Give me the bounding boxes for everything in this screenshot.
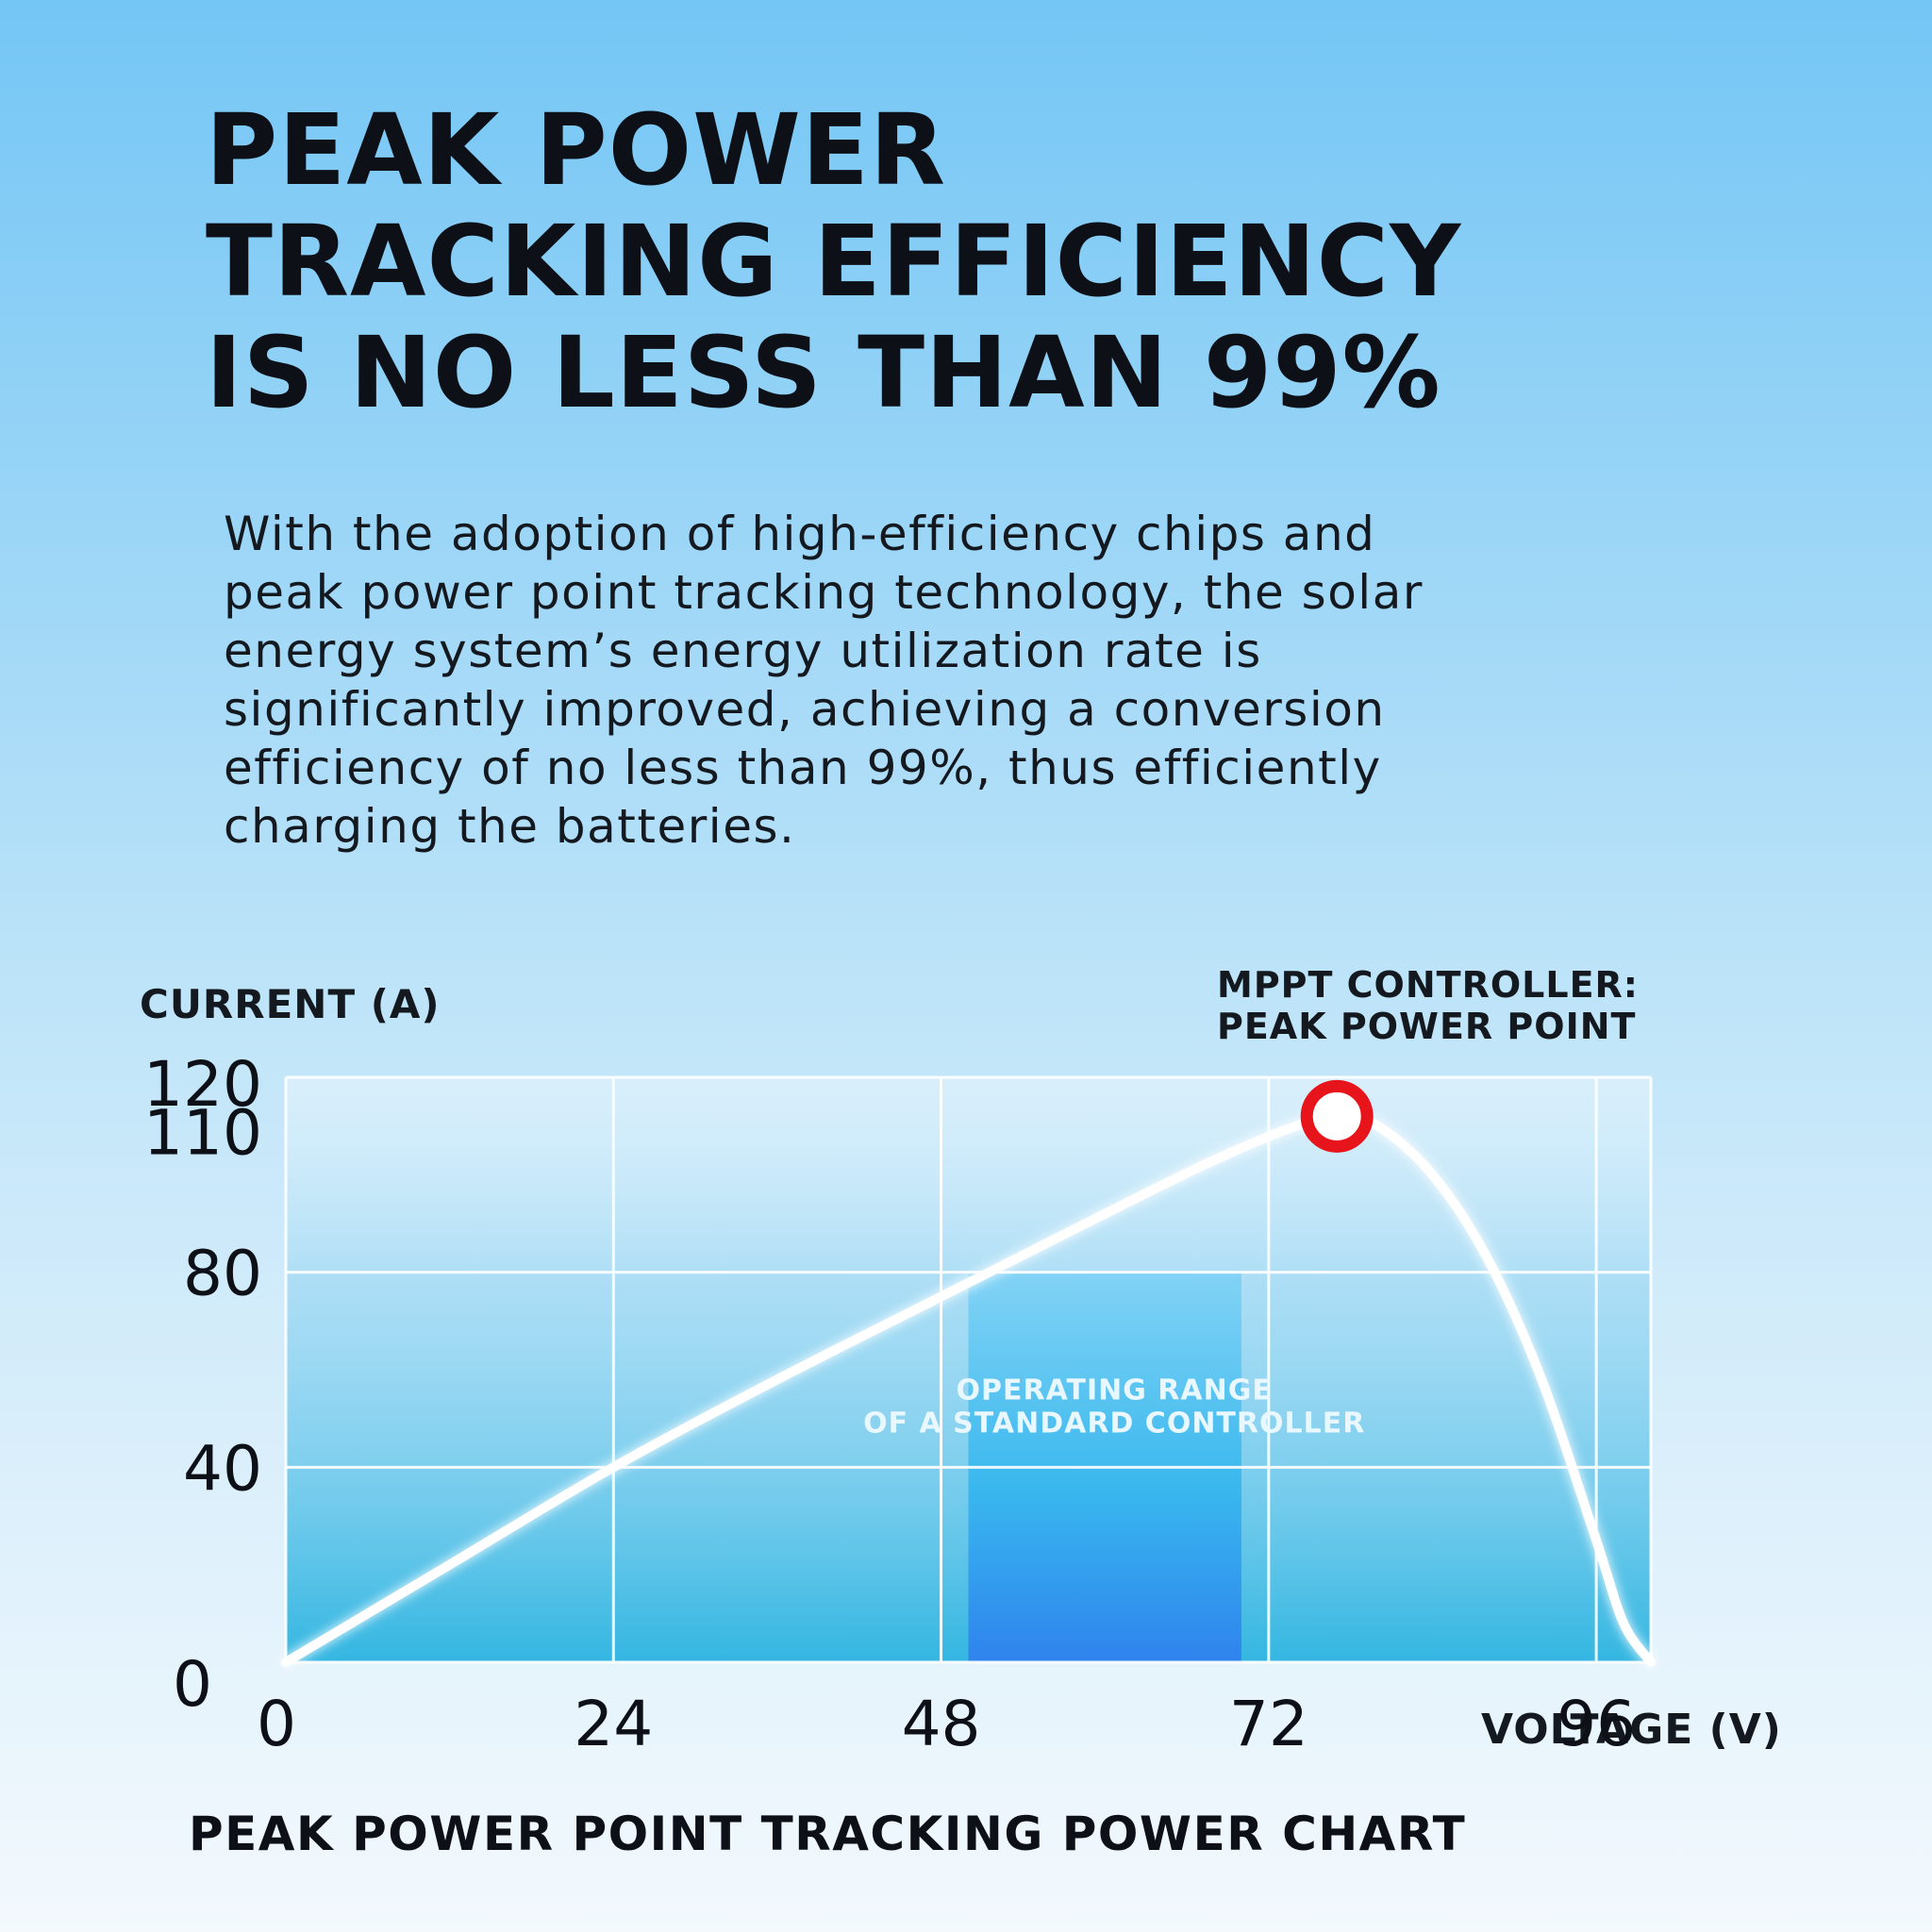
chart-title: PEAK POWER POINT TRACKING POWER CHART [189,1807,1467,1861]
x-tick-label-48: 48 [902,1688,981,1760]
x-tick-label-24: 24 [574,1688,653,1760]
x-tick-labels: 0 24 48 72 96 [257,1688,1636,1760]
y-tick-label-40: 40 [183,1432,262,1505]
curve-point-3 [773,1375,781,1384]
curve-point-9 [1374,1122,1382,1130]
curve-point-13 [1592,1536,1601,1544]
peak-point-label-line-2: PEAK POWER POINT [1217,1006,1637,1047]
y-tick-label-0: 0 [173,1648,212,1721]
curve-point-7 [1291,1122,1300,1130]
y-tick-label-110: 110 [143,1097,262,1170]
curve-point-14 [1620,1619,1628,1627]
curve-point-1 [445,1560,454,1569]
range-label-line-2: OF A STANDARD CONTROLLER [863,1407,1365,1441]
headline-line-2: TRACKING EFFICIENCY [206,204,1462,319]
headline: PEAK POWER TRACKING EFFICIENCY IS NO LES… [206,94,1461,428]
y-tick-label-120: 120 [143,1048,262,1121]
curve-point-10 [1428,1171,1437,1179]
description-line-4: significantly improved, achieving a conv… [224,682,1386,737]
headline-line-1: PEAK POWER [206,92,947,208]
y-tick-label-80: 80 [183,1238,262,1310]
description-line-3: energy system’s energy utilization rate … [224,624,1262,678]
curve-point-0 [282,1658,290,1666]
description-line-6: charging the batteries. [224,799,796,854]
peak-power-point-marker [1300,1079,1374,1153]
description-line-2: peak power point tracking technology, th… [224,565,1424,620]
peak-point-label: MPPT CONTROLLER: PEAK POWER POINT [1217,964,1639,1047]
curve-point-11 [1483,1254,1491,1262]
description-line-1: With the adoption of high-efficiency chi… [224,507,1376,561]
range-label-line-1: OPERATING RANGE [957,1374,1273,1407]
x-axis-title: VOLTAGE (V) [1481,1706,1782,1754]
curve-point-6 [1209,1156,1218,1164]
x-tick-label-72: 72 [1229,1688,1308,1760]
curve-point-2 [609,1463,618,1472]
description-paragraph: With the adoption of high-efficiency chi… [224,505,1752,856]
x-tick-label-96: 96 [1557,1688,1636,1760]
curve-point-4 [937,1292,945,1301]
headline-line-3: IS NO LESS THAN 99% [206,315,1441,430]
description-line-5: efficiency of no less than 99%, thus eff… [224,741,1382,795]
curve-point-12 [1538,1375,1546,1384]
peak-point-label-line-1: MPPT CONTROLLER: [1217,964,1639,1006]
curve-point-15 [1647,1658,1655,1666]
curve-point-5 [1101,1209,1109,1218]
y-axis-title: CURRENT (A) [140,981,441,1027]
grid [284,1075,1653,1664]
x-tick-label-0: 0 [257,1688,296,1760]
